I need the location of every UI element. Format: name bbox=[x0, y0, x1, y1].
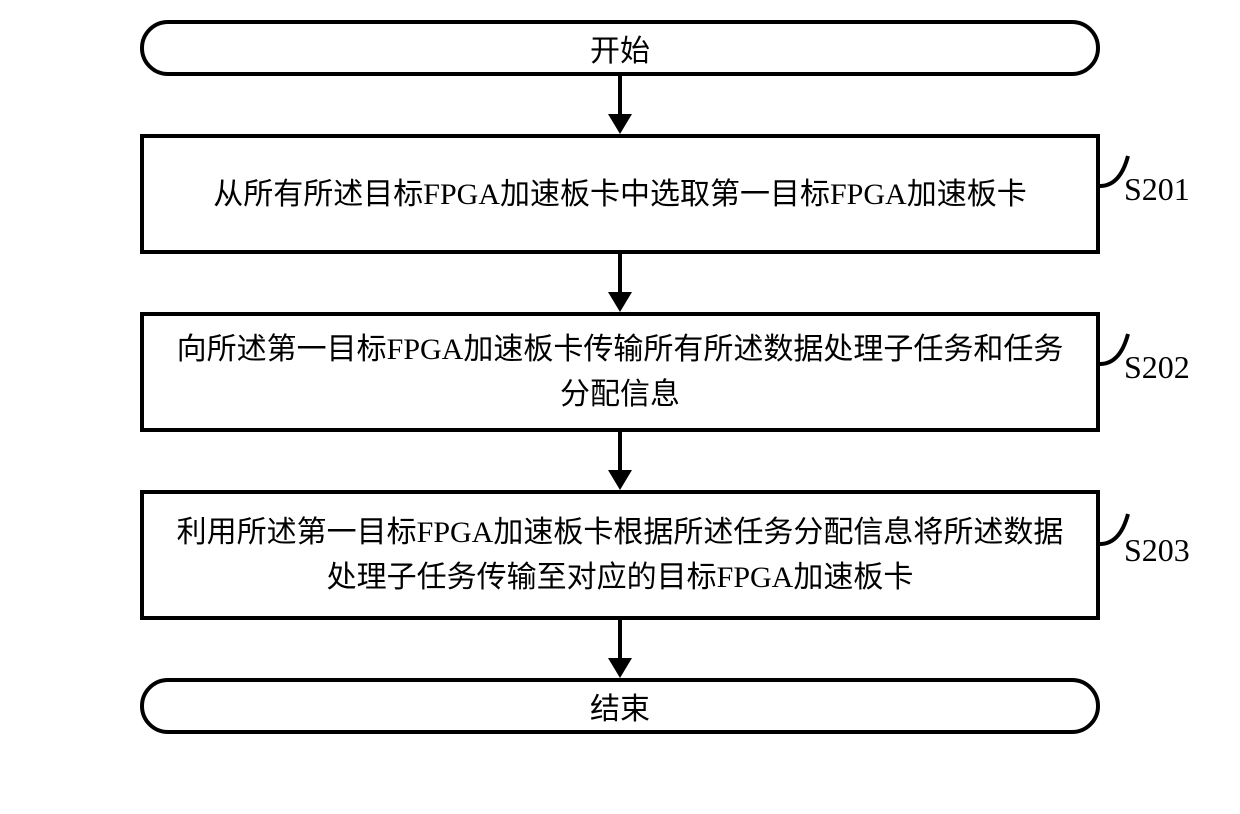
flowchart-container: 开始 从所有所述目标FPGA加速板卡中选取第一目标FPGA加速板卡 S201 向… bbox=[70, 20, 1170, 734]
arrow-line bbox=[618, 76, 622, 116]
step-label: S203 bbox=[1124, 526, 1190, 574]
arrow-2 bbox=[618, 254, 622, 312]
process-text: 从所有所述目标FPGA加速板卡中选取第一目标FPGA加速板卡 bbox=[213, 172, 1026, 217]
arrow-head-icon bbox=[608, 658, 632, 678]
step-label: S202 bbox=[1124, 343, 1190, 391]
arrow-line bbox=[618, 254, 622, 294]
end-terminator: 结束 bbox=[140, 678, 1100, 734]
arrow-1 bbox=[618, 76, 622, 134]
arrow-line bbox=[618, 620, 622, 660]
step-label: S201 bbox=[1124, 165, 1190, 213]
process-step-s201: 从所有所述目标FPGA加速板卡中选取第一目标FPGA加速板卡 S201 bbox=[140, 134, 1100, 254]
process-step-s202: 向所述第一目标FPGA加速板卡传输所有所述数据处理子任务和任务分配信息 S202 bbox=[140, 312, 1100, 432]
arrow-3 bbox=[618, 432, 622, 490]
arrow-head-icon bbox=[608, 470, 632, 490]
start-label: 开始 bbox=[590, 26, 650, 70]
process-text: 向所述第一目标FPGA加速板卡传输所有所述数据处理子任务和任务分配信息 bbox=[164, 327, 1076, 417]
arrow-head-icon bbox=[608, 292, 632, 312]
start-terminator: 开始 bbox=[140, 20, 1100, 76]
process-text: 利用所述第一目标FPGA加速板卡根据所述任务分配信息将所述数据处理子任务传输至对… bbox=[164, 510, 1076, 600]
process-step-s203: 利用所述第一目标FPGA加速板卡根据所述任务分配信息将所述数据处理子任务传输至对… bbox=[140, 490, 1100, 620]
end-label: 结束 bbox=[590, 684, 650, 728]
arrow-4 bbox=[618, 620, 622, 678]
arrow-head-icon bbox=[608, 114, 632, 134]
arrow-line bbox=[618, 432, 622, 472]
